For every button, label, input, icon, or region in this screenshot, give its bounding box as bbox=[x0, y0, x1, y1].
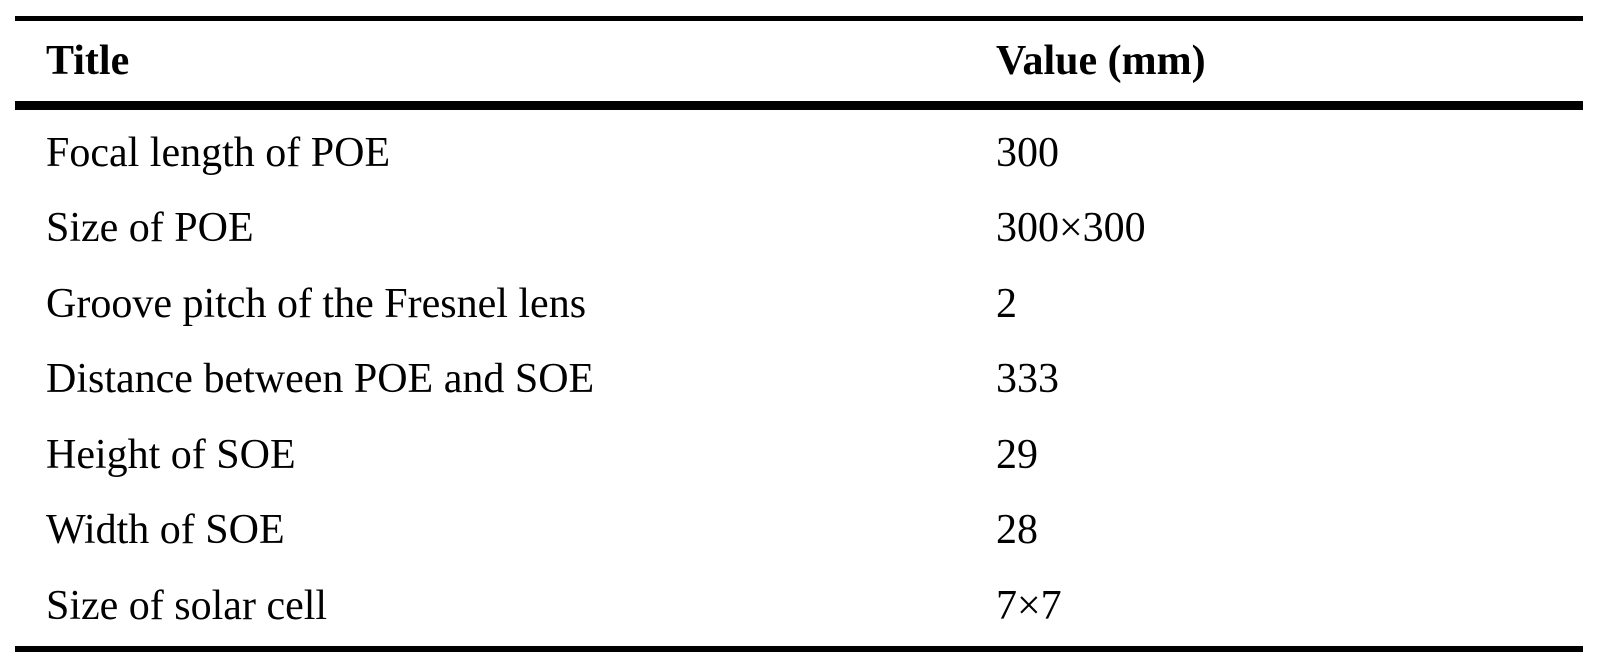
table-row: Size of POE 300×300 bbox=[15, 191, 1583, 267]
row-title: Size of POE bbox=[46, 205, 254, 252]
table-row: Focal length of POE 300 bbox=[15, 115, 1583, 191]
row-value: 300 bbox=[996, 129, 1059, 176]
table-bottom-rule bbox=[15, 645, 1583, 652]
table-header-row: Title Value (mm) bbox=[15, 21, 1583, 101]
parameter-table: Title Value (mm) Focal length of POE 300… bbox=[15, 16, 1583, 652]
table-row: Height of SOE 29 bbox=[15, 417, 1583, 493]
row-value: 28 bbox=[996, 507, 1038, 554]
row-title: Focal length of POE bbox=[46, 129, 391, 176]
row-value: 29 bbox=[996, 431, 1038, 478]
table-row: Groove pitch of the Fresnel lens 2 bbox=[15, 266, 1583, 342]
header-value: Value (mm) bbox=[996, 38, 1206, 84]
row-value: 333 bbox=[996, 356, 1059, 403]
row-title: Size of solar cell bbox=[46, 582, 328, 629]
row-value: 7×7 bbox=[996, 582, 1062, 629]
table-top-rule bbox=[15, 16, 1583, 21]
header-title: Title bbox=[46, 38, 130, 84]
table-header-rule bbox=[15, 101, 1583, 110]
table-row: Size of solar cell 7×7 bbox=[15, 568, 1583, 644]
row-title: Groove pitch of the Fresnel lens bbox=[46, 280, 587, 327]
table-row: Distance between POE and SOE 333 bbox=[15, 342, 1583, 418]
table-row: Width of SOE 28 bbox=[15, 493, 1583, 569]
row-title: Height of SOE bbox=[46, 431, 296, 478]
row-title: Width of SOE bbox=[46, 507, 285, 554]
row-value: 300×300 bbox=[996, 205, 1146, 252]
row-title: Distance between POE and SOE bbox=[46, 356, 595, 403]
row-value: 2 bbox=[996, 280, 1017, 327]
